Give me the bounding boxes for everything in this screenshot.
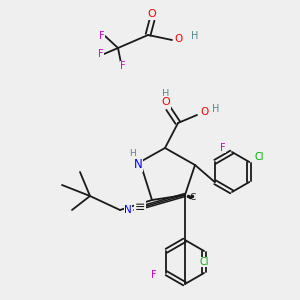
Text: O: O	[162, 98, 170, 108]
Text: N: N	[124, 205, 132, 215]
Text: O: O	[200, 107, 208, 117]
Text: N: N	[134, 158, 142, 172]
Text: H: H	[191, 31, 198, 41]
Text: O: O	[148, 9, 156, 19]
Text: ≡: ≡	[135, 202, 145, 214]
Text: O: O	[174, 34, 182, 44]
Text: F: F	[120, 61, 126, 71]
Text: F: F	[220, 143, 226, 153]
Text: C: C	[190, 194, 196, 202]
Text: O: O	[162, 97, 170, 107]
Text: H: H	[212, 104, 219, 114]
Text: Cl: Cl	[199, 257, 209, 267]
Text: F: F	[99, 31, 105, 41]
Text: F: F	[151, 270, 157, 280]
Text: H: H	[162, 89, 170, 99]
Text: F: F	[98, 49, 104, 59]
Text: Cl: Cl	[255, 152, 264, 162]
Text: H: H	[129, 149, 135, 158]
